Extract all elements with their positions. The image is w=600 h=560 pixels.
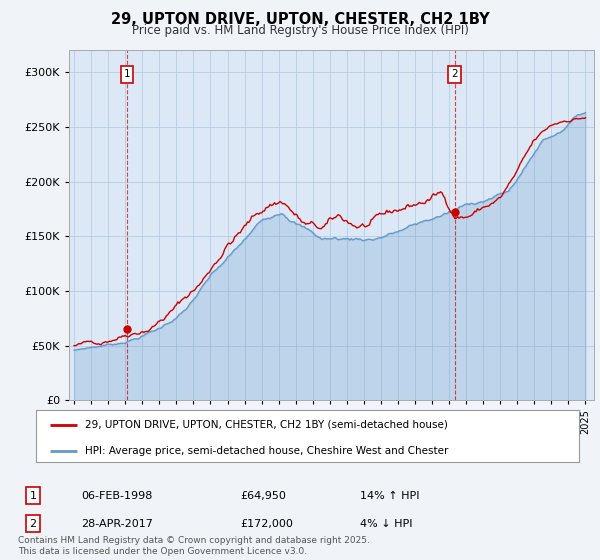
Text: 28-APR-2017: 28-APR-2017 bbox=[81, 519, 153, 529]
Text: 4% ↓ HPI: 4% ↓ HPI bbox=[360, 519, 413, 529]
Text: 1: 1 bbox=[124, 69, 130, 80]
Text: Contains HM Land Registry data © Crown copyright and database right 2025.
This d: Contains HM Land Registry data © Crown c… bbox=[18, 536, 370, 556]
Text: HPI: Average price, semi-detached house, Cheshire West and Chester: HPI: Average price, semi-detached house,… bbox=[85, 446, 448, 456]
Text: £64,950: £64,950 bbox=[240, 491, 286, 501]
Text: 2: 2 bbox=[29, 519, 37, 529]
Text: 1: 1 bbox=[29, 491, 37, 501]
Text: £172,000: £172,000 bbox=[240, 519, 293, 529]
Text: 29, UPTON DRIVE, UPTON, CHESTER, CH2 1BY (semi-detached house): 29, UPTON DRIVE, UPTON, CHESTER, CH2 1BY… bbox=[85, 420, 448, 430]
Text: Price paid vs. HM Land Registry's House Price Index (HPI): Price paid vs. HM Land Registry's House … bbox=[131, 24, 469, 36]
Text: 2: 2 bbox=[451, 69, 458, 80]
Text: 14% ↑ HPI: 14% ↑ HPI bbox=[360, 491, 419, 501]
Text: 06-FEB-1998: 06-FEB-1998 bbox=[81, 491, 152, 501]
Text: 29, UPTON DRIVE, UPTON, CHESTER, CH2 1BY: 29, UPTON DRIVE, UPTON, CHESTER, CH2 1BY bbox=[110, 12, 490, 27]
